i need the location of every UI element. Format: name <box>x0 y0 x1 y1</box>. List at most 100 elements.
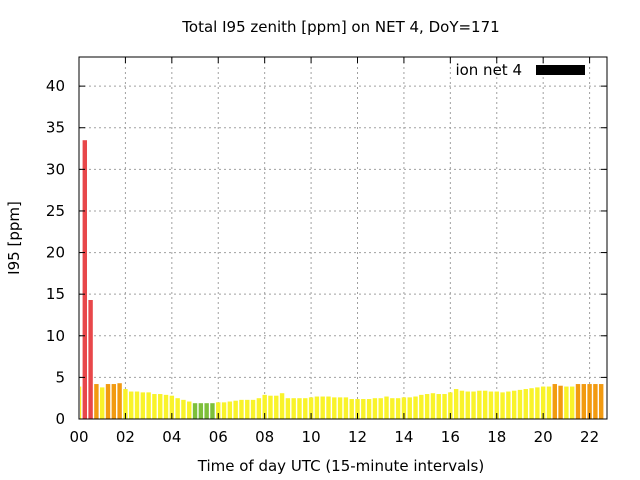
bar <box>129 391 134 419</box>
bar <box>349 399 354 419</box>
bar <box>424 394 430 419</box>
bar <box>239 399 244 419</box>
bar <box>204 403 209 419</box>
y-tick-label: 25 <box>46 202 65 220</box>
bar <box>384 396 389 419</box>
bar <box>494 391 499 419</box>
bar <box>448 392 453 419</box>
bar <box>163 394 169 419</box>
grid <box>79 57 607 419</box>
y-tick-labels: 0 5 10 15 20 25 30 35 40 <box>46 77 65 428</box>
bar <box>332 397 337 419</box>
y-tick-label: 40 <box>46 77 65 95</box>
bars <box>80 140 604 419</box>
plot-frame <box>78 56 608 420</box>
bar <box>314 396 320 419</box>
bar <box>134 391 140 419</box>
x-tick-label: 22 <box>580 428 599 446</box>
bar <box>459 390 465 419</box>
y-tick-label: 15 <box>46 285 65 303</box>
bar <box>581 384 586 419</box>
bar <box>308 397 314 419</box>
y-tick-label: 10 <box>46 327 65 345</box>
bar <box>285 398 291 419</box>
bar <box>94 384 99 419</box>
bar <box>395 398 401 419</box>
bar <box>378 398 383 419</box>
bar <box>210 403 215 419</box>
chart-title: Total I95 zenith [ppm] on NET 4, DoY=171 <box>181 18 499 36</box>
bar <box>552 384 557 419</box>
x-tick-label: 08 <box>255 428 274 446</box>
bar <box>152 394 157 419</box>
bar <box>100 387 105 419</box>
bar <box>216 402 221 419</box>
bar <box>274 395 279 419</box>
x-tick-label: 10 <box>302 428 321 446</box>
bar <box>256 398 262 419</box>
bar <box>430 393 436 419</box>
bar <box>465 391 470 419</box>
bar <box>511 390 517 419</box>
bar <box>279 393 285 419</box>
x-tick-labels: 00 02 04 06 08 10 12 14 16 18 20 22 <box>69 428 599 446</box>
bar <box>169 395 175 419</box>
bar <box>558 385 563 419</box>
bar <box>482 390 488 419</box>
y-axis-label: I95 [ppm] <box>5 201 23 275</box>
bar <box>517 389 523 419</box>
bar <box>593 384 598 419</box>
bar <box>146 392 151 419</box>
y-tick-label: 30 <box>46 160 65 178</box>
ticks <box>78 57 607 420</box>
bar <box>192 403 198 419</box>
bar <box>343 397 349 419</box>
bar <box>506 391 511 419</box>
bar <box>88 299 93 419</box>
bar <box>227 401 233 419</box>
bar <box>372 398 378 419</box>
bar <box>401 397 407 419</box>
bar <box>80 386 82 419</box>
bar <box>123 389 128 419</box>
bar <box>320 396 325 419</box>
bar <box>575 384 581 419</box>
bar <box>442 394 447 419</box>
bar <box>117 383 122 419</box>
bar <box>326 396 331 419</box>
bar <box>175 398 180 419</box>
bar <box>569 386 575 419</box>
x-tick-label: 02 <box>116 428 135 446</box>
bar <box>355 399 360 419</box>
x-tick-label: 14 <box>394 428 413 446</box>
bar <box>105 384 111 419</box>
bar <box>564 386 569 419</box>
y-tick-label: 20 <box>46 244 65 262</box>
bar <box>140 392 146 419</box>
bar <box>523 389 528 419</box>
bar <box>158 394 163 419</box>
bar <box>268 395 273 419</box>
y-tick-label: 35 <box>46 119 65 137</box>
bar <box>187 401 192 419</box>
bar <box>297 398 302 419</box>
x-tick-label: 12 <box>348 428 367 446</box>
bar <box>540 386 546 419</box>
bar <box>250 399 256 419</box>
bar <box>407 397 412 419</box>
bar <box>303 398 308 419</box>
bar <box>471 391 476 419</box>
bar <box>488 391 494 419</box>
bar <box>233 400 238 419</box>
bar <box>337 397 343 419</box>
x-axis-label: Time of day UTC (15-minute intervals) <box>197 457 484 475</box>
bar <box>529 388 534 419</box>
bar <box>436 394 441 419</box>
x-tick-label: 06 <box>209 428 228 446</box>
bar <box>390 398 395 419</box>
bar <box>361 399 366 419</box>
bar <box>413 396 418 419</box>
bar <box>366 399 372 419</box>
x-tick-label: 18 <box>487 428 506 446</box>
